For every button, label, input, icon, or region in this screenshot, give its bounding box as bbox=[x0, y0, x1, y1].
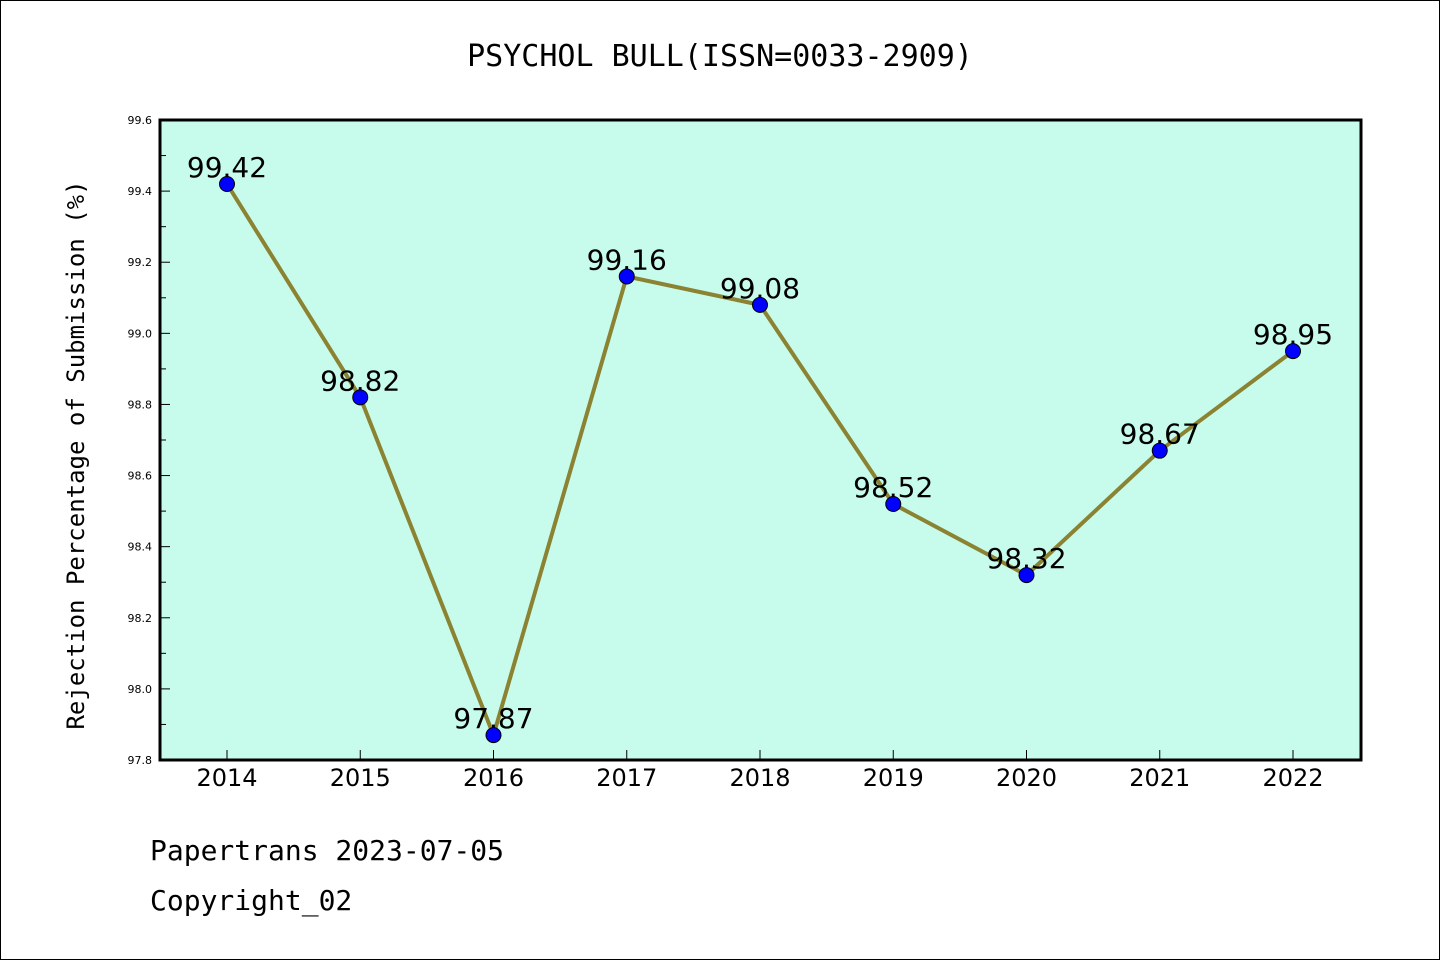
data-label: 98.52 bbox=[853, 471, 933, 504]
chart-title: PSYCHOL BULL(ISSN=0033-2909) bbox=[467, 39, 973, 74]
y-tick-label: 99.0 bbox=[128, 327, 153, 340]
y-tick-label: 99.6 bbox=[128, 114, 153, 127]
x-tick-label: 2015 bbox=[330, 764, 391, 792]
y-tick-label: 98.2 bbox=[128, 612, 153, 625]
data-label: 99.16 bbox=[587, 243, 667, 276]
footer-date: Papertrans 2023-07-05 bbox=[150, 834, 505, 867]
plot-border bbox=[158, 118, 1363, 762]
data-label: 98.82 bbox=[320, 364, 400, 397]
data-point bbox=[352, 389, 369, 406]
data-point bbox=[752, 296, 768, 313]
x-tick-label: 2021 bbox=[1129, 764, 1190, 792]
y-tick-label: 99.2 bbox=[128, 256, 153, 269]
y-tick-label: 98.6 bbox=[128, 470, 153, 483]
x-tick-label: 2016 bbox=[463, 764, 524, 792]
data-label: 97.87 bbox=[453, 702, 533, 735]
y-axis-label: Rejection Percentage of Submission (%) bbox=[62, 180, 90, 729]
y-tick-label: 98.0 bbox=[128, 683, 153, 696]
y-tick-label: 98.8 bbox=[128, 398, 153, 411]
y-tick-label: 99.4 bbox=[128, 185, 153, 198]
x-tick-label: 2014 bbox=[196, 764, 257, 792]
data-point bbox=[618, 268, 635, 285]
x-tick-label: 2022 bbox=[1262, 764, 1323, 792]
data-label: 98.67 bbox=[1120, 418, 1200, 451]
x-axis: 2014 2015 2016 2017 2018 2019 2020 2021 2022 bbox=[196, 750, 1324, 792]
y-tick-label: 98.4 bbox=[128, 541, 153, 554]
data-point bbox=[885, 496, 902, 512]
x-tick-label: 2018 bbox=[729, 764, 790, 792]
data-labels: 99.42 98.82 97.87 99.16 99.08 98.52 98.32 98.67… bbox=[187, 151, 1333, 735]
data-point bbox=[1018, 567, 1035, 584]
x-tick-label: 2020 bbox=[996, 764, 1057, 792]
y-tick-label: 97.8 bbox=[128, 754, 153, 767]
data-label: 99.08 bbox=[720, 272, 800, 305]
data-point bbox=[1151, 442, 1168, 459]
data-label: 98.95 bbox=[1253, 318, 1333, 351]
x-tick-label: 2017 bbox=[596, 764, 657, 792]
data-label: 99.42 bbox=[187, 151, 267, 184]
data-label: 98.32 bbox=[986, 542, 1066, 575]
data-point bbox=[485, 727, 502, 744]
footer-copyright: Copyright_02 bbox=[150, 884, 353, 917]
x-tick-label: 2019 bbox=[863, 764, 924, 792]
data-point bbox=[1285, 343, 1301, 360]
series-layer bbox=[219, 176, 1301, 744]
plot-area bbox=[160, 120, 1361, 760]
data-point bbox=[219, 176, 235, 192]
